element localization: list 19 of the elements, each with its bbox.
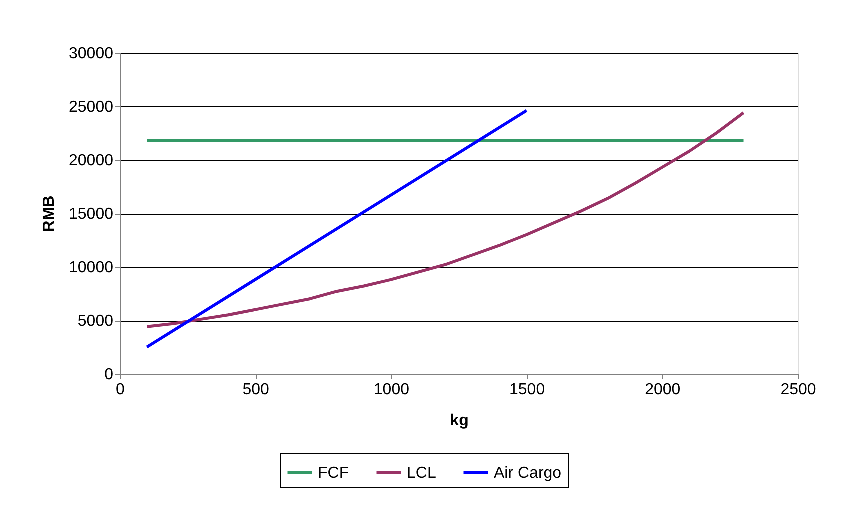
y-tick-label: 25000: [69, 99, 114, 116]
y-tick-label: 30000: [69, 46, 114, 62]
legend-label: Air Cargo: [494, 465, 562, 482]
x-tick-label: 0: [116, 382, 126, 398]
x-tick-label: 1000: [374, 382, 410, 398]
y-tick-label: 20000: [69, 152, 114, 170]
y-tick-label: 10000: [69, 260, 114, 276]
x-tick-label: 1500: [510, 382, 546, 398]
x-tick-label: 2000: [645, 382, 681, 398]
y-tick-label: 5000: [78, 313, 114, 330]
y-axis-title: RMB: [41, 196, 58, 232]
y-tick-label: 0: [104, 366, 114, 384]
line-series: [146, 111, 746, 328]
x-axis-title: kg: [450, 412, 469, 430]
legend-label: FCF: [318, 465, 350, 482]
y-tick-label: 15000: [69, 206, 114, 223]
legend-label: LCL: [407, 465, 436, 482]
x-tick-label: 2500: [780, 382, 816, 398]
x-tick-label: 500: [242, 382, 270, 398]
